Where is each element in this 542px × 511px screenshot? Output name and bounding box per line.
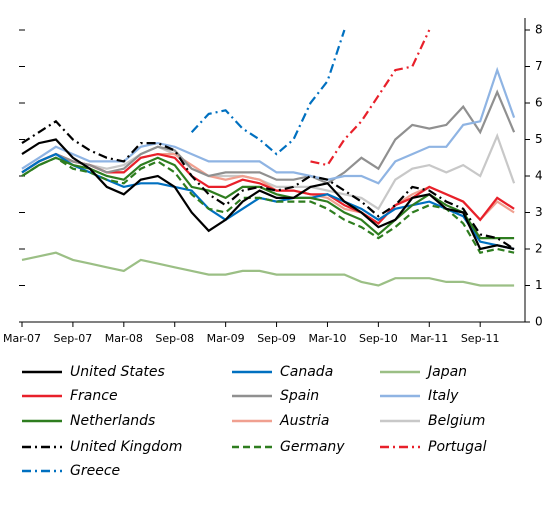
legend-label: Germany	[280, 439, 345, 455]
y-tick-label: 2	[535, 242, 542, 256]
y-tick-label: 8	[535, 23, 542, 37]
series-line	[21, 251, 515, 287]
y-tick-label: 0	[535, 315, 542, 329]
legend-label: United States	[70, 364, 165, 380]
x-tick-label: Mar-11	[410, 332, 448, 345]
series-line	[21, 89, 516, 185]
x-tick-label: Sep-11	[461, 332, 500, 345]
y-tick-label: 7	[535, 59, 542, 73]
series-line	[21, 119, 515, 250]
y-tick-label: 6	[535, 96, 542, 110]
x-tick-label: Mar-10	[308, 332, 346, 345]
x-tick-label: Mar-09	[207, 332, 245, 345]
x-tick-label: Mar-08	[105, 332, 143, 345]
x-tick-label: Sep-08	[155, 332, 194, 345]
x-tick-label: Sep-09	[257, 332, 296, 345]
x-tick-label: Mar-07	[3, 332, 41, 345]
series-line	[310, 29, 431, 167]
y-tick-label: 4	[535, 169, 542, 183]
legend-label: Portugal	[428, 439, 487, 455]
legend-label: Japan	[425, 364, 467, 380]
legend-label: Spain	[280, 388, 319, 404]
legend-label: Belgium	[428, 413, 485, 429]
series-line	[21, 156, 515, 254]
series-line	[21, 138, 515, 251]
y-tick-label: 1	[535, 278, 542, 292]
series-line	[21, 132, 516, 211]
legend-label: France	[70, 388, 118, 404]
legend-label: Austria	[279, 413, 329, 429]
legend-label: Greece	[70, 463, 120, 479]
y-tick-label: 3	[535, 205, 542, 219]
series-line	[21, 66, 516, 185]
legend-label: Italy	[428, 388, 459, 404]
x-tick-label: Sep-10	[359, 332, 398, 345]
y-tick-label: 5	[535, 132, 542, 146]
legend-label: Netherlands	[70, 413, 155, 429]
x-tick-label: Sep-07	[54, 332, 93, 345]
legend-label: United Kingdom	[70, 439, 182, 455]
series-line	[190, 29, 346, 156]
legend-label: Canada	[280, 364, 333, 380]
